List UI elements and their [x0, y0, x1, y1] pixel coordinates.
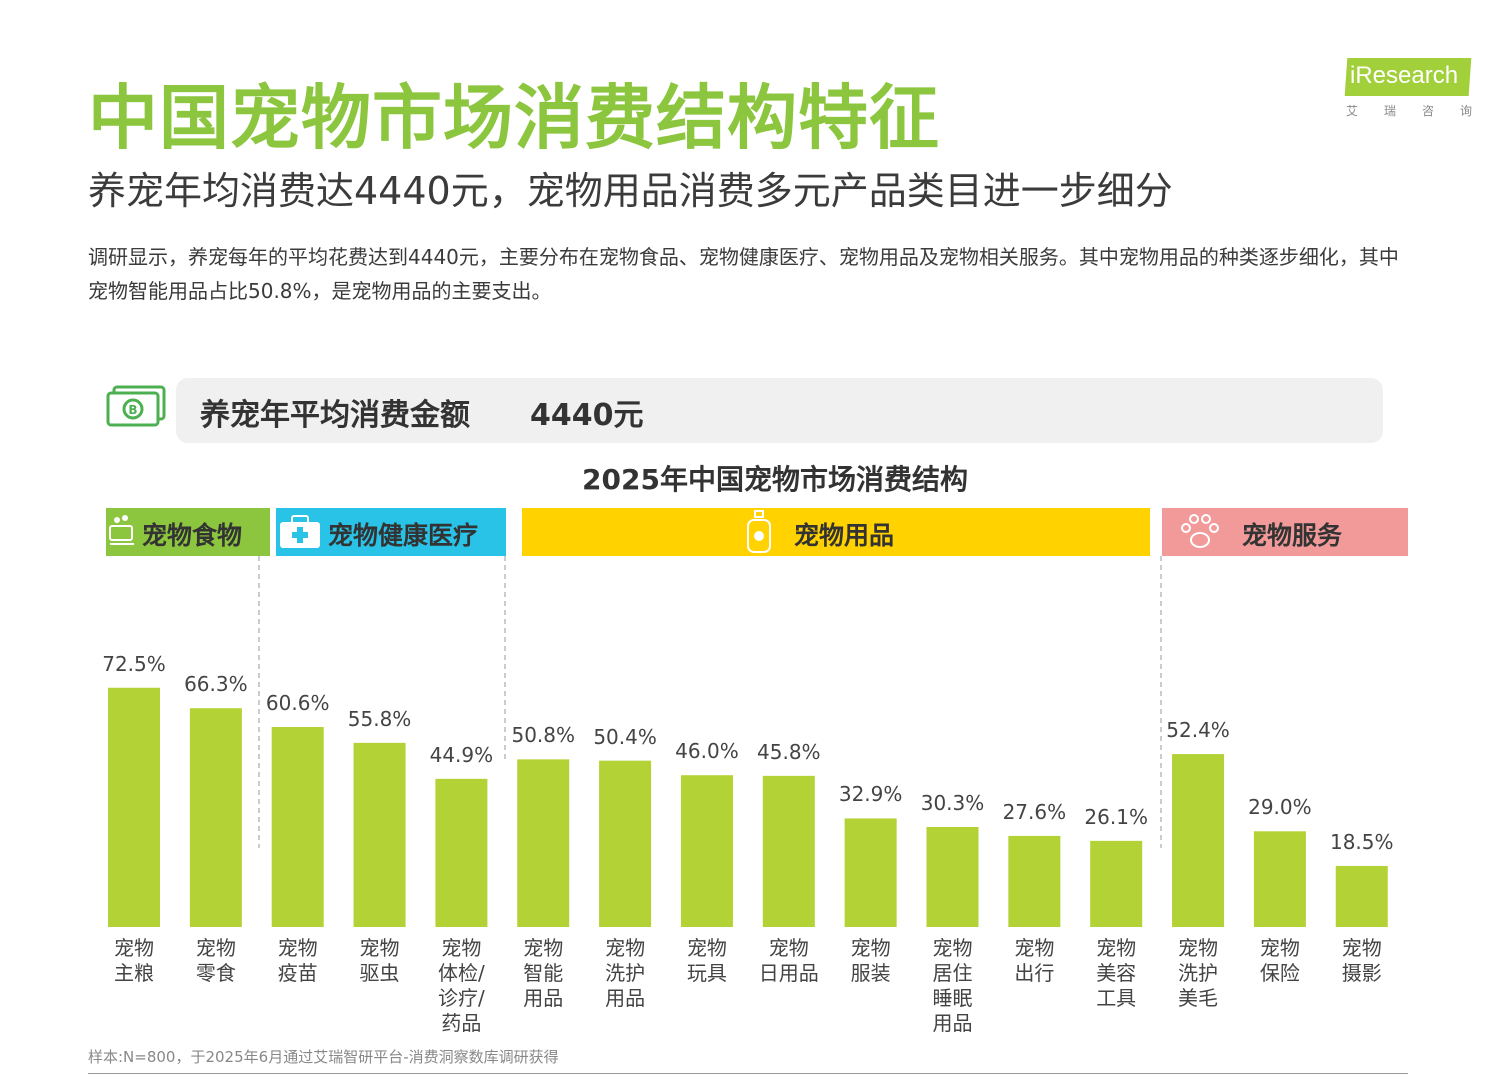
food-bowl-icon [109, 515, 134, 545]
bar-6 [599, 760, 652, 927]
bar-value-label: 60.6% [265, 691, 330, 716]
bar-value-label: 55.8% [347, 706, 412, 731]
category-label: 宠物用品 [794, 521, 895, 550]
bar-2 [271, 727, 324, 927]
x-axis-label: 宠物 洗护 用品 [605, 936, 646, 1010]
medical-kit-icon [280, 515, 320, 548]
logo-subtext: 艾瑞咨询 [1346, 104, 1490, 118]
svg-text:B: B [128, 403, 137, 417]
bar-value-label: 46.0% [675, 739, 739, 764]
x-axis-label: 宠物 智能 用品 [523, 936, 564, 1010]
bar-3 [353, 742, 406, 927]
average-spend-value: 4440元 [530, 398, 644, 433]
bar-value-label: 50.8% [511, 723, 576, 748]
bar-11 [1008, 835, 1061, 927]
x-axis-label: 宠物 主粮 [114, 936, 154, 985]
bar-value-label: 72.5% [102, 651, 166, 676]
x-axis-label: 宠物 出行 [1014, 936, 1055, 985]
x-axis-label: 宠物 居住 睡眠 用品 [932, 936, 973, 1035]
average-spend-banner [176, 378, 1383, 443]
bar-7 [680, 775, 733, 927]
paw-icon [1181, 514, 1219, 548]
x-axis-label: 宠物 驱虫 [359, 936, 400, 985]
x-axis-label: 宠物 美容 工具 [1096, 936, 1137, 1010]
chart-title: 2025年中国宠物市场消费结构 [582, 463, 968, 496]
bar-15 [1335, 865, 1388, 927]
x-axis-label: 宠物 疫苗 [277, 936, 318, 985]
bar-12 [1090, 840, 1143, 927]
iresearch-logo: iResearch 艾瑞咨询 [1344, 58, 1490, 122]
bar-value-label: 18.5% [1329, 829, 1394, 854]
bar-0 [108, 687, 160, 927]
logo-text: iResearch [1350, 62, 1459, 89]
money-icon: B [106, 385, 166, 427]
description-text: 调研显示，养宠每年的平均花费达到4440元，主要分布在宠物食品、宠物健康医疗、宠… [88, 245, 1399, 303]
bar-value-label: 30.3% [920, 791, 985, 815]
bar-value-label: 26.1% [1084, 804, 1148, 829]
page-title: 中国宠物市场消费结构特征 [88, 77, 940, 159]
bar-value-label: 52.4% [1166, 718, 1230, 743]
x-axis-label: 宠物 体检/诊疗/药品 [438, 936, 485, 1035]
category-header-food: 宠物食物 [106, 508, 270, 556]
source-note: 样本:N=800，于2025年6月通过艾瑞智研平台-消费洞察数库调研获得 [88, 1048, 559, 1066]
category-header-health: 宠物健康医疗 [276, 508, 506, 556]
x-axis-label: 宠物 洗护 美毛 [1178, 936, 1219, 1010]
category-label: 宠物健康医疗 [328, 521, 479, 550]
bar-value-label: 29.0% [1248, 795, 1312, 820]
bar-value-label: 45.8% [757, 739, 821, 764]
x-axis-label: 宠物 零食 [195, 936, 236, 985]
bar-value-label: 27.6% [1002, 799, 1067, 824]
category-label: 宠物服务 [1242, 521, 1343, 550]
average-spend-label: 养宠年平均消费金额 [200, 398, 470, 433]
bar-8 [762, 775, 815, 927]
page-subtitle: 养宠年均消费达4440元，宠物用品消费多元产品类目进一步细分 [88, 169, 1173, 213]
category-label: 宠物食物 [142, 521, 243, 550]
bar-13 [1172, 754, 1225, 927]
shampoo-bottle-icon [747, 510, 771, 553]
bar-9 [844, 818, 897, 927]
category-header-services: 宠物服务 [1162, 508, 1408, 556]
bar-value-label: 66.3% [184, 672, 248, 697]
footer-divider [88, 1073, 1408, 1074]
bar-value-label: 32.9% [838, 782, 903, 807]
bar-14 [1253, 831, 1306, 927]
x-axis-label: 宠物 玩具 [686, 936, 727, 985]
category-header-supplies: 宠物用品 [522, 508, 1150, 556]
bar-4 [435, 778, 488, 927]
x-axis-label: 宠物 保险 [1259, 936, 1300, 985]
x-axis-label: 宠物 摄影 [1341, 936, 1382, 985]
x-axis-label: 宠物 服装 [850, 936, 891, 985]
bar-value-label: 44.9% [429, 742, 494, 767]
bar-1 [189, 708, 242, 927]
bar-value-label: 50.4% [593, 724, 657, 749]
bar-5 [517, 759, 570, 927]
x-axis-label: 宠物 日用品 [758, 936, 819, 985]
bar-10 [926, 827, 979, 927]
